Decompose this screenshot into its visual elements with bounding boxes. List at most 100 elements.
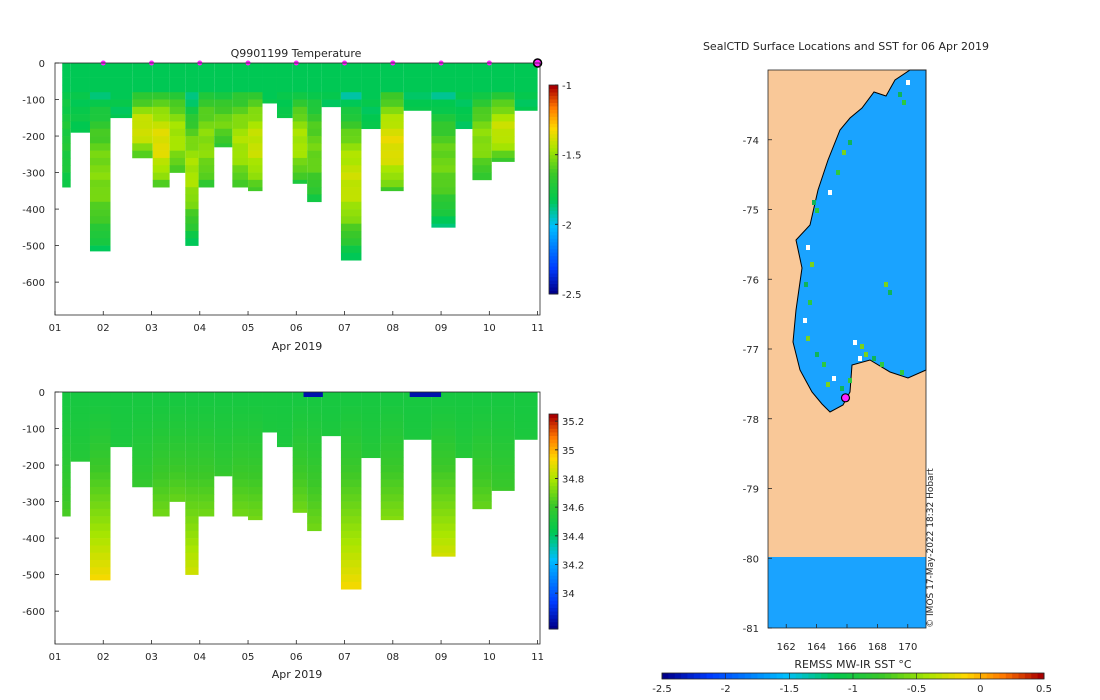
profile-cell xyxy=(70,443,90,451)
profile-cell xyxy=(198,501,215,510)
profile-cell xyxy=(472,413,492,422)
profile-cell xyxy=(169,421,186,429)
profile-cell xyxy=(169,443,186,451)
profile-cell xyxy=(472,128,492,137)
profile-cell xyxy=(321,392,341,400)
profile-cell xyxy=(185,231,199,239)
colorbar-swatch xyxy=(549,428,558,433)
profile-cell xyxy=(455,92,473,100)
profile-cell xyxy=(169,157,186,166)
sst-pixel xyxy=(842,150,846,155)
colorbar-swatch xyxy=(549,206,558,211)
profile-cell xyxy=(491,472,515,480)
colorbar-swatch xyxy=(897,673,905,679)
colorbar-tick-label: -0.5 xyxy=(907,684,927,695)
map-lat-ticks: -74 -75 -76 -77 -78 -79 -80 -81 xyxy=(743,136,772,635)
profile-cell xyxy=(276,435,293,444)
profile-cell xyxy=(185,479,199,488)
colorbar-swatch xyxy=(549,507,558,512)
profile-cell xyxy=(472,443,492,451)
profile-cell xyxy=(232,494,249,502)
profile-cell xyxy=(361,114,381,122)
colorbar-swatch xyxy=(549,575,558,580)
sst-pixel xyxy=(848,378,852,383)
profile-cell xyxy=(62,413,71,422)
profile-cell xyxy=(89,567,111,575)
colorbar-swatch xyxy=(549,91,558,96)
profile-cell xyxy=(89,238,111,246)
profile-cell xyxy=(70,450,90,459)
profile-cell xyxy=(276,99,293,108)
colorbar-tick-label: 0 xyxy=(977,684,983,695)
colorbar-swatch xyxy=(549,618,558,623)
lon-tick-label: 162 xyxy=(777,642,796,653)
profile-cell xyxy=(514,406,538,415)
colorbar-swatch xyxy=(549,457,558,462)
profile-cell xyxy=(380,128,404,137)
colorbar-swatch xyxy=(549,525,558,530)
profile-cell xyxy=(340,501,362,510)
profile-cell xyxy=(198,77,215,86)
profile-cell xyxy=(491,99,515,108)
profile-cell xyxy=(185,172,199,181)
profile-cell xyxy=(340,574,362,583)
profile-cell xyxy=(132,128,153,137)
profile-cell xyxy=(321,84,341,93)
profile-cell xyxy=(472,114,492,122)
profile-cell xyxy=(455,428,473,437)
profile-cell xyxy=(380,443,404,451)
profile-cell xyxy=(169,128,186,137)
profile-cell xyxy=(70,421,90,429)
profile-cell xyxy=(380,406,404,415)
profile-cell xyxy=(132,143,153,151)
colorbar-swatch xyxy=(999,673,1007,679)
profile-cell xyxy=(89,399,111,407)
colorbar-swatch xyxy=(549,625,558,630)
x-tick-label: 09 xyxy=(435,323,448,334)
colorbar-swatch xyxy=(865,673,873,679)
colorbar-swatch xyxy=(549,85,558,89)
profile-cell xyxy=(152,128,170,137)
profile-cell xyxy=(431,150,456,159)
y-tick-label: -400 xyxy=(22,534,45,545)
colorbar-swatch xyxy=(549,503,558,508)
profile-cell xyxy=(431,413,456,422)
colorbar-tick-label: 34 xyxy=(562,589,575,600)
profile-cell xyxy=(340,428,362,437)
profile-cell xyxy=(248,70,263,78)
profile-cell xyxy=(431,530,456,539)
colorbar-swatch xyxy=(973,673,981,679)
profile-cell xyxy=(292,63,308,71)
colorbar-swatch xyxy=(549,446,558,451)
profile-cell xyxy=(292,399,308,407)
profile-cell xyxy=(169,406,186,415)
profile-cell xyxy=(514,421,538,429)
sst-pixel xyxy=(884,282,888,287)
profile-cell xyxy=(491,157,515,162)
profile-cell xyxy=(292,179,308,184)
profile-cell xyxy=(455,63,473,71)
profile-cell xyxy=(185,209,199,217)
colorbar-swatch xyxy=(549,248,558,253)
profile-cell xyxy=(431,194,456,203)
profile-cell xyxy=(340,70,362,78)
profile-cell xyxy=(185,201,199,210)
profile-cell xyxy=(380,399,404,407)
profile-cell xyxy=(62,114,71,122)
colorbar-swatch xyxy=(853,673,860,679)
profile-cell xyxy=(472,486,492,495)
colorbar-swatch xyxy=(549,116,558,121)
profile-cell xyxy=(248,84,263,93)
profile-cell xyxy=(431,179,456,188)
profile-cell xyxy=(431,399,456,407)
sst-anomaly-pixels xyxy=(803,80,910,391)
profile-cell xyxy=(70,92,90,100)
profile-cell xyxy=(431,428,456,437)
profile-cell xyxy=(307,136,322,144)
profile-cell xyxy=(198,494,215,502)
profile-cell xyxy=(152,413,170,422)
profile-cell xyxy=(514,77,538,86)
x-tick-label: 03 xyxy=(145,323,158,334)
profile-cell xyxy=(472,494,492,502)
profile-cell xyxy=(70,106,90,115)
